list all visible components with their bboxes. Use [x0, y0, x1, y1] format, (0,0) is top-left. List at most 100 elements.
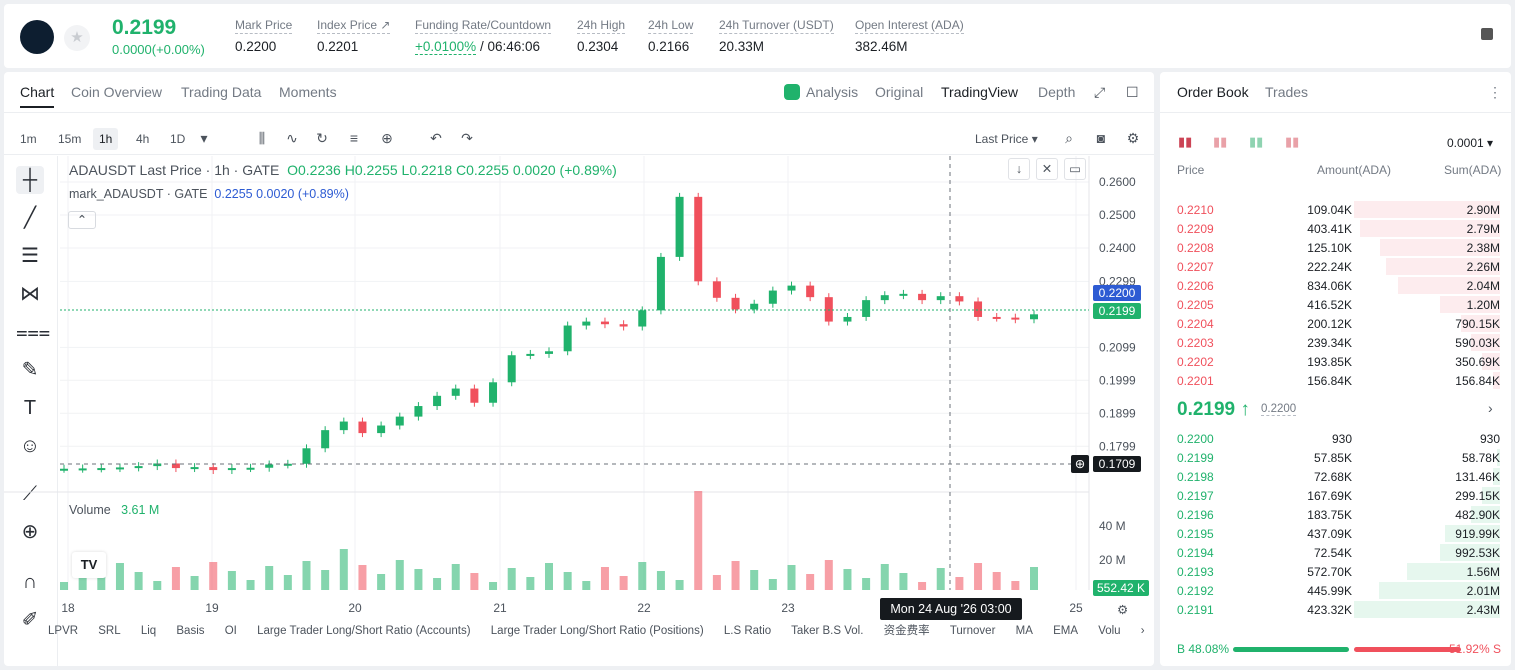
- tf-1d[interactable]: 1D: [170, 132, 186, 146]
- camera-icon[interactable]: ◙: [1096, 130, 1106, 146]
- indicator-item[interactable]: Basis: [176, 625, 205, 637]
- sell-ratio-bar: [1354, 647, 1461, 652]
- indicator-item[interactable]: L.S Ratio: [723, 625, 772, 637]
- tf-1m[interactable]: 1m: [20, 132, 37, 146]
- chevron-down-icon[interactable]: ▾: [200, 130, 208, 146]
- bid-row[interactable]: 0.2193 572.70K 1.56M: [1160, 562, 1500, 581]
- templates-icon[interactable]: ≡: [349, 130, 359, 146]
- ask-row[interactable]: 0.2204 200.12K 790.15K: [1160, 314, 1500, 333]
- add-alert-icon[interactable]: ⊕: [381, 130, 393, 146]
- bid-row[interactable]: 0.2200 930 930: [1160, 429, 1500, 448]
- indicators-icon[interactable]: ∿: [286, 130, 298, 146]
- price-chart[interactable]: 0.2600 0.2500 0.2400 0.2299 0.2099 0.1999 0.18…: [4, 72, 1154, 666]
- add-order-icon[interactable]: ⊕: [1071, 455, 1089, 473]
- zoom-in-icon[interactable]: ⊕: [21, 521, 39, 543]
- brush-icon[interactable]: ✎: [21, 359, 39, 381]
- book-asks-icon[interactable]: ▮▮: [1213, 134, 1228, 149]
- ask-row[interactable]: 0.2205 416.52K 1.20M: [1160, 295, 1500, 314]
- indicator-item[interactable]: Large Trader Long/Short Ratio (Positions…: [490, 625, 704, 637]
- window-icon[interactable]: ☐: [1126, 84, 1139, 100]
- redo-icon[interactable]: ↷: [461, 130, 473, 146]
- pencil-lock-icon[interactable]: ✐: [21, 609, 39, 631]
- volume-tick-label: 40 M: [1099, 519, 1126, 533]
- chevron-right-icon[interactable]: ›: [1488, 400, 1493, 416]
- collapse-icon[interactable]: ✕: [1036, 158, 1058, 180]
- book-bids-icon[interactable]: ▮▮: [1249, 134, 1264, 149]
- ruler-icon[interactable]: ⟋: [23, 483, 37, 505]
- tab-trades[interactable]: Trades: [1265, 84, 1309, 100]
- indicator-item[interactable]: 资金费率: [883, 625, 930, 637]
- indicator-item[interactable]: MA: [1015, 625, 1033, 637]
- book-mixed-icon[interactable]: ▮▮: [1285, 134, 1300, 149]
- depth-bar: [1398, 277, 1500, 294]
- book-icon[interactable]: [1481, 28, 1493, 40]
- fullscreen-icon[interactable]: ▭: [1064, 158, 1086, 180]
- ask-row[interactable]: 0.2203 239.34K 590.03K: [1160, 333, 1500, 352]
- indicator-item[interactable]: Large Trader Long/Short Ratio (Accounts): [257, 625, 471, 637]
- tab-order-book[interactable]: Order Book: [1177, 84, 1249, 100]
- bid-row[interactable]: 0.2198 72.68K 131.46K: [1160, 467, 1500, 486]
- view-original[interactable]: Original: [875, 84, 924, 100]
- expand-icon[interactable]: ⤢: [1094, 84, 1106, 100]
- bid-row[interactable]: 0.2192 445.99K 2.01M: [1160, 581, 1500, 600]
- view-analysis[interactable]: Analysis: [784, 84, 858, 100]
- search-icon[interactable]: ⌕: [1065, 130, 1073, 146]
- indicator-item[interactable]: Liq: [140, 625, 157, 637]
- bid-row[interactable]: 0.2199 57.85K 58.78K: [1160, 448, 1500, 467]
- book-both-icon[interactable]: ▮▮: [1178, 134, 1193, 149]
- more-icon[interactable]: ⋮: [1488, 84, 1502, 100]
- ask-row[interactable]: 0.2206 834.06K 2.04M: [1160, 276, 1500, 295]
- tab-moments[interactable]: Moments: [279, 84, 337, 100]
- favorite-star-icon[interactable]: ★: [64, 25, 90, 51]
- magnet-icon[interactable]: ∩: [22, 571, 38, 593]
- order-amount: 437.09K: [1307, 527, 1352, 541]
- ask-row[interactable]: 0.2207 222.24K 2.26M: [1160, 257, 1500, 276]
- ask-row[interactable]: 0.2202 193.85K 350.69K: [1160, 352, 1500, 371]
- legend-symbol: ADAUSDT Last Price · 1h · GATE: [69, 162, 280, 178]
- fibonacci-icon[interactable]: ⩶: [16, 321, 51, 343]
- replay-icon[interactable]: ↻: [316, 130, 328, 146]
- bid-row[interactable]: 0.2195 437.09K 919.99K: [1160, 524, 1500, 543]
- indicator-item[interactable]: SRL: [98, 625, 121, 637]
- candle-body: [134, 466, 143, 469]
- indicator-item[interactable]: Taker B.S Vol.: [791, 625, 864, 637]
- view-tradingview[interactable]: TradingView: [941, 84, 1019, 100]
- view-depth[interactable]: Depth: [1038, 84, 1076, 100]
- tf-4h[interactable]: 4h: [136, 132, 150, 146]
- emoji-icon[interactable]: ☺: [19, 435, 41, 457]
- tab-coin-overview[interactable]: Coin Overview: [71, 84, 163, 100]
- trendline-icon[interactable]: ╱: [23, 207, 37, 229]
- price-type-select[interactable]: Last Price ▾: [975, 132, 1038, 146]
- order-sum: 2.90M: [1466, 203, 1500, 217]
- bid-row[interactable]: 0.2196 183.75K 482.90K: [1160, 505, 1500, 524]
- tf-15m[interactable]: 15m: [58, 132, 82, 146]
- gear-icon[interactable]: ⚙: [1126, 130, 1140, 146]
- ask-row[interactable]: 0.2208 125.10K 2.38M: [1160, 238, 1500, 257]
- download-icon[interactable]: ↓: [1008, 158, 1030, 180]
- tab-chart[interactable]: Chart: [20, 84, 55, 108]
- precision-select[interactable]: 0.0001 ▾: [1447, 136, 1494, 150]
- indicator-item[interactable]: OI: [224, 625, 237, 637]
- pattern-icon[interactable]: ⋈: [20, 283, 40, 305]
- crosshair-icon[interactable]: ┼: [16, 166, 44, 194]
- indicator-item[interactable]: Volu: [1098, 625, 1121, 637]
- chevron-right-icon[interactable]: ›: [1140, 625, 1145, 637]
- chart-settings-icon[interactable]: ⚙: [1117, 603, 1129, 617]
- bid-row[interactable]: 0.2194 72.54K 992.53K: [1160, 543, 1500, 562]
- tab-trading-data[interactable]: Trading Data: [181, 84, 262, 100]
- indicator-item[interactable]: LPVR: [48, 625, 79, 637]
- bid-row[interactable]: 0.2197 167.69K 299.15K: [1160, 486, 1500, 505]
- undo-icon[interactable]: ↶: [430, 130, 442, 146]
- ask-row[interactable]: 0.2210 109.04K 2.90M: [1160, 200, 1500, 219]
- indicator-item[interactable]: EMA: [1053, 625, 1078, 637]
- bid-row[interactable]: 0.2191 423.32K 2.43M: [1160, 600, 1500, 619]
- candles-icon[interactable]: ⫼: [258, 130, 266, 146]
- horizontal-lines-icon[interactable]: ☰: [21, 245, 39, 267]
- indicator-item[interactable]: Turnover: [949, 625, 996, 637]
- ask-row[interactable]: 0.2201 156.84K 156.84K: [1160, 371, 1500, 390]
- stat-index-price[interactable]: Index Price ↗ 0.2201: [317, 18, 391, 54]
- collapse-legend-icon[interactable]: ⌃: [68, 211, 96, 229]
- text-icon[interactable]: T: [23, 397, 37, 419]
- ask-row[interactable]: 0.2209 403.41K 2.79M: [1160, 219, 1500, 238]
- tf-1h[interactable]: 1h: [93, 128, 119, 150]
